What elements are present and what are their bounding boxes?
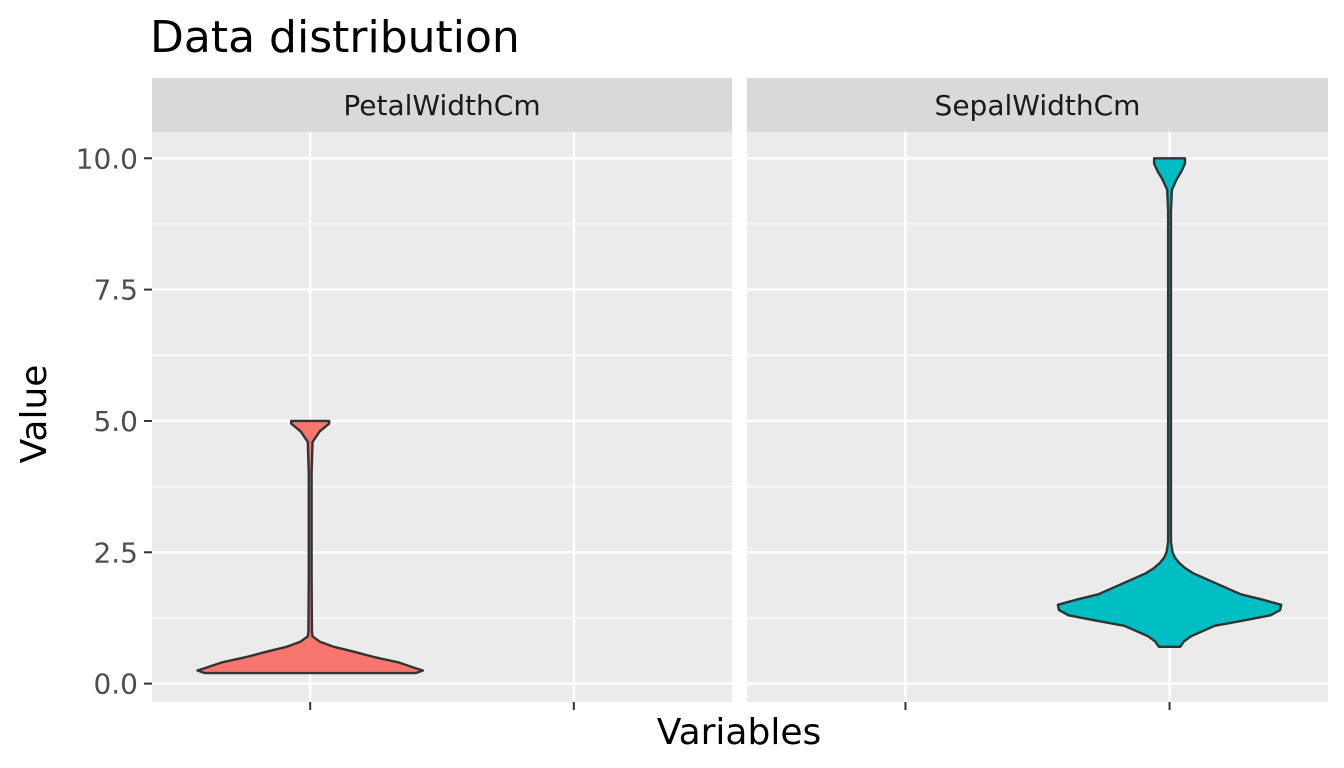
y-axis-label: Value (14, 365, 55, 464)
x-axis-label: Variables (657, 712, 822, 753)
facet-strip (152, 78, 732, 132)
y-tick-label: 7.5 (93, 274, 138, 307)
facet-panels: PetalWidthCm SepalWidthCm (152, 78, 1328, 710)
facet-panel: PetalWidthCm (152, 78, 732, 710)
y-tick-label: 10.0 (76, 142, 138, 175)
chart-title: Data distribution (150, 12, 520, 63)
facet-strip (747, 78, 1328, 132)
panel-background (152, 132, 732, 702)
violin-shape (196, 419, 425, 675)
y-tick-label: 5.0 (93, 405, 138, 438)
y-axis: 0.0 2.5 5.0 7.5 10.0 (76, 142, 152, 701)
violin-shape (1056, 157, 1283, 649)
facet-label: PetalWidthCm (343, 89, 540, 122)
facet-panel: SepalWidthCm (747, 78, 1328, 710)
y-tick-label: 0.0 (93, 668, 138, 701)
facet-label: SepalWidthCm (935, 89, 1141, 122)
y-tick-label: 2.5 (93, 536, 138, 569)
